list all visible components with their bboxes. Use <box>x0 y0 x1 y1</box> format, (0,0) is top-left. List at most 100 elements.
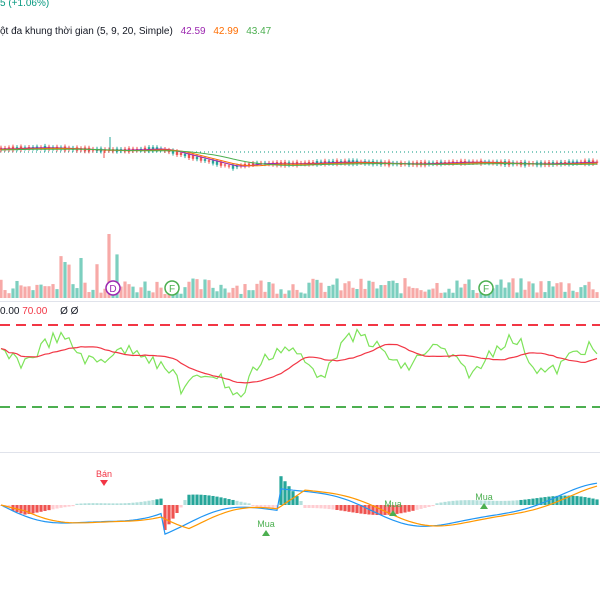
volume-bar <box>587 281 591 298</box>
volume-bar <box>39 284 43 298</box>
macd-histogram-bar <box>55 505 59 509</box>
macd-histogram-bar <box>363 505 367 515</box>
macd-histogram-bar <box>343 505 347 512</box>
macd-histogram-bar <box>127 502 131 505</box>
volume-bar <box>23 286 27 298</box>
macd-histogram-bar <box>115 503 119 505</box>
volume-bar <box>219 284 223 298</box>
macd-histogram-bar <box>235 500 239 505</box>
volume-bar <box>379 285 383 298</box>
volume-bar <box>335 278 339 298</box>
volume-bar <box>399 293 403 298</box>
macd-histogram-bar <box>271 505 275 509</box>
macd-histogram-bar <box>523 499 527 505</box>
macd-histogram-bar <box>191 494 195 505</box>
volume-bar <box>543 292 547 298</box>
macd-histogram-bar <box>323 505 327 509</box>
volume-bar <box>11 288 15 298</box>
macd-histogram-bar <box>331 505 335 510</box>
macd-histogram-bar <box>351 505 355 513</box>
macd-histogram-bar <box>411 505 415 511</box>
macd-histogram-bar <box>103 503 107 505</box>
volume-bar <box>187 281 191 298</box>
macd-histogram-bar <box>275 505 279 509</box>
volume-bar <box>119 286 123 298</box>
volume-bar <box>455 280 459 298</box>
macd-histogram-bar <box>227 499 231 505</box>
event-marker-0: D <box>105 280 121 296</box>
macd-signal-label: Bán <box>96 469 112 479</box>
volume-bar <box>159 287 163 298</box>
macd-histogram-bar <box>143 501 147 505</box>
macd-histogram-bar <box>283 481 287 505</box>
rsi-legend[interactable]: 0.00 70.00 Ø Ø <box>0 306 78 317</box>
macd-histogram-bar <box>63 505 67 508</box>
pane-divider-volume-rsi[interactable] <box>0 301 600 302</box>
macd-histogram-bar <box>183 500 187 505</box>
event-marker-circle <box>105 280 121 296</box>
volume-bar <box>131 286 135 298</box>
macd-histogram-bar <box>583 497 587 505</box>
volume-bar <box>447 288 451 298</box>
macd-histogram-bar <box>591 498 595 505</box>
volume-bar <box>387 281 391 298</box>
volume-bar <box>527 281 531 298</box>
volume-bar <box>291 284 295 298</box>
macd-signal-label: Mua <box>257 519 275 529</box>
macd-histogram-bar <box>267 505 271 508</box>
macd-histogram-bar <box>47 505 51 511</box>
macd-histogram-bar <box>339 505 343 511</box>
macd-histogram-bar <box>391 505 395 515</box>
ma-value-5: 42.59 <box>180 26 206 37</box>
volume-bar <box>423 291 427 298</box>
macd-histogram-bar <box>467 500 471 505</box>
moving-average-legend[interactable]: ột đa khung thời gian (5, 9, 20, Simple)… <box>0 26 276 37</box>
ma-value-20: 43.47 <box>246 26 272 37</box>
volume-bar <box>267 282 271 298</box>
macd-histogram-bar <box>207 495 211 505</box>
event-marker-1: F <box>164 280 180 296</box>
macd-histogram-bar <box>495 500 499 505</box>
macd-histogram-bar <box>31 505 35 514</box>
macd-histogram-bar <box>19 505 23 514</box>
macd-histogram-bar <box>427 505 431 508</box>
macd-histogram-bar <box>195 494 199 505</box>
volume-bar <box>171 293 175 298</box>
macd-histogram-bar <box>307 505 311 508</box>
volume-bar <box>363 288 367 298</box>
volume-bar <box>563 291 567 298</box>
macd-histogram-bar <box>311 505 315 509</box>
macd-histogram-bar <box>479 500 483 505</box>
macd-histogram-bar <box>167 505 171 525</box>
macd-histogram-bar <box>551 496 555 505</box>
rsi-pane <box>0 324 600 408</box>
macd-histogram-bar <box>151 500 155 505</box>
volume-bar <box>79 258 83 298</box>
volume-bar <box>343 283 347 298</box>
macd-histogram-bar <box>119 503 123 505</box>
macd-histogram-bar <box>175 505 179 513</box>
volume-bar <box>547 281 551 298</box>
macd-histogram-bar <box>299 501 303 505</box>
volume-bar <box>75 288 79 298</box>
pane-divider-rsi-macd[interactable] <box>0 452 600 453</box>
rsi-level-upper: 70.00 <box>22 306 48 317</box>
macd-histogram-bar <box>107 503 111 505</box>
macd-histogram-bar <box>51 505 55 510</box>
volume-bar <box>203 279 207 298</box>
macd-histogram-bar <box>503 500 507 505</box>
candle <box>215 161 219 165</box>
volume-bar <box>295 289 299 298</box>
macd-histogram-bar <box>439 502 443 505</box>
volume-bar <box>199 289 203 298</box>
volume-bar <box>499 279 503 298</box>
volume-bar <box>103 288 107 298</box>
macd-histogram-bar <box>215 496 219 505</box>
volume-bar <box>451 292 455 298</box>
volume-bar <box>555 283 559 298</box>
event-marker-circle <box>164 280 180 296</box>
macd-histogram-bar <box>395 505 399 514</box>
macd-histogram-bar <box>399 505 403 514</box>
macd-histogram-bar <box>199 494 203 505</box>
